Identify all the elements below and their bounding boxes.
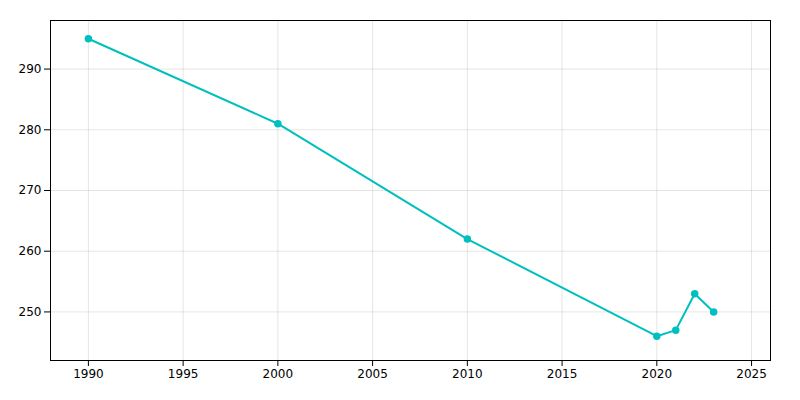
svg-text:2000: 2000	[263, 367, 294, 381]
svg-text:1990: 1990	[73, 367, 104, 381]
svg-text:2020: 2020	[642, 367, 673, 381]
svg-text:1995: 1995	[168, 367, 199, 381]
svg-text:2005: 2005	[357, 367, 388, 381]
svg-text:260: 260	[19, 244, 42, 258]
svg-text:2010: 2010	[452, 367, 483, 381]
svg-text:2025: 2025	[736, 367, 767, 381]
svg-text:270: 270	[19, 183, 42, 197]
svg-text:250: 250	[19, 305, 42, 319]
svg-text:280: 280	[19, 123, 42, 137]
svg-text:290: 290	[19, 62, 42, 76]
svg-text:2015: 2015	[547, 367, 578, 381]
